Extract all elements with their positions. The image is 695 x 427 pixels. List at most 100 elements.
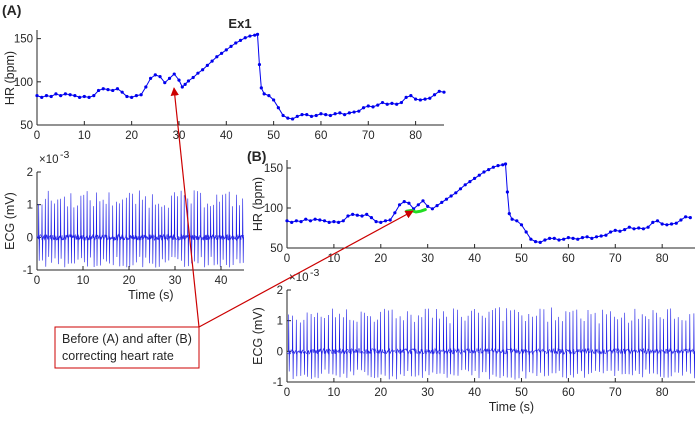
heart-rate-point: [627, 225, 631, 229]
ecg-beat: [449, 323, 452, 375]
heart-rate-point: [613, 228, 617, 232]
ecg-beat: [431, 317, 434, 373]
ecg-beat: [470, 310, 473, 376]
heart-rate-point: [186, 79, 191, 83]
heart-rate-point: [669, 222, 674, 226]
panel-label-a: (A): [2, 2, 21, 18]
x-tick-label: 20: [123, 275, 136, 287]
heart-rate-point: [299, 220, 303, 224]
heart-rate-point: [167, 76, 172, 80]
ecg-beat: [648, 318, 651, 374]
heart-rate-point: [684, 215, 688, 219]
heart-rate-point: [300, 113, 304, 117]
ecg-beat: [498, 307, 501, 378]
heart-rate-point: [454, 191, 458, 195]
x-tick-label: 40: [215, 275, 228, 287]
ecg-beat: [624, 312, 626, 375]
heart-rate-point: [120, 90, 124, 94]
ecg-beat: [427, 308, 430, 376]
x-tick-label: 50: [515, 387, 528, 399]
ecg-beat: [238, 205, 241, 264]
heart-rate-point: [352, 110, 356, 114]
heart-rate-point: [482, 170, 486, 174]
ecg-beat: [232, 206, 234, 266]
ecg-beat: [403, 320, 405, 377]
heart-rate-point: [632, 227, 636, 231]
heart-rate-point: [449, 194, 453, 198]
ecg-beat: [207, 203, 209, 266]
heart-rate-point: [543, 238, 547, 242]
heart-rate-point: [243, 36, 247, 40]
heart-rate-point: [679, 218, 683, 222]
heart-rate-point: [196, 71, 200, 75]
heart-rate-point: [158, 75, 162, 79]
ecg-beat: [200, 192, 202, 258]
heart-rate-point: [115, 87, 120, 91]
ecg-beat: [554, 320, 557, 374]
heart-rate-point: [259, 86, 263, 90]
ecg-beat: [521, 315, 524, 372]
heart-rate-point: [101, 87, 105, 91]
ecg-beat: [86, 191, 89, 267]
heart-rate-point: [393, 211, 397, 215]
ecg-beat: [376, 319, 379, 378]
heart-rate-point: [576, 237, 580, 241]
ecg-beat: [558, 316, 560, 371]
ecg-baseline-trace: [286, 347, 695, 356]
ecg-beat: [83, 194, 85, 263]
corrected-segment-line: [405, 208, 427, 214]
heart-rate-point: [134, 94, 138, 98]
ecg-beat: [323, 317, 326, 370]
heart-rate-point: [139, 93, 143, 97]
ecg-beat: [621, 317, 623, 375]
heart-rate-point: [153, 73, 157, 77]
heart-rate-point: [183, 82, 187, 87]
ecg-beat: [438, 318, 441, 374]
ecg-beat: [456, 309, 459, 376]
ecg-beat: [102, 199, 105, 260]
ecg-beat: [370, 316, 372, 378]
heart-rate-point: [594, 235, 599, 239]
heart-rate-point: [351, 212, 355, 216]
ecg-beat: [610, 311, 612, 371]
y-axis-label: ECG (mV): [251, 307, 265, 365]
ecg-beat: [180, 190, 183, 261]
exponent-label: ×10: [289, 272, 309, 284]
ecg-beat: [531, 316, 534, 374]
y-tick-label: 150: [14, 34, 33, 46]
heart-rate-point: [333, 112, 337, 116]
heart-rate-point: [552, 236, 556, 240]
ecg-beat: [313, 316, 316, 378]
heart-rate-point: [125, 94, 129, 99]
y-tick-label: 2: [27, 167, 33, 179]
heart-rate-point: [437, 89, 441, 93]
heart-rate-point: [468, 180, 472, 184]
x-tick-label: 50: [515, 253, 528, 265]
ecg-beat: [135, 203, 137, 263]
heart-rate-point: [515, 219, 519, 223]
heart-rate-line: [36, 33, 445, 120]
ecg-beat: [349, 319, 352, 372]
heart-rate-point: [272, 98, 276, 102]
heart-rate-point: [44, 94, 49, 98]
heart-rate-point: [336, 220, 341, 224]
ecg-beat: [670, 308, 672, 377]
ecg-beat: [421, 317, 423, 378]
heart-rate-point: [432, 93, 437, 97]
ecg-beat: [338, 313, 341, 378]
ecg-beat: [196, 191, 199, 264]
heart-rate-point: [294, 219, 298, 223]
heart-rate-point: [383, 219, 388, 223]
heart-rate-point: [68, 93, 72, 97]
ecg-beat: [327, 314, 330, 374]
ecg-beat: [219, 201, 221, 267]
ecg-beat: [225, 193, 227, 266]
ecg-beat: [95, 192, 98, 266]
ecg-beat: [417, 315, 420, 376]
ecg-beat: [373, 321, 376, 379]
ecg-beat: [506, 308, 508, 378]
heart-rate-point: [96, 88, 101, 93]
heart-rate-point: [255, 32, 260, 36]
ecg-beat: [539, 308, 542, 373]
